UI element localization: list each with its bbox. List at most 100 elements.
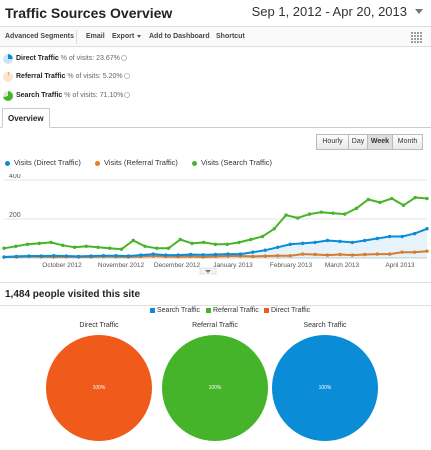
data-point[interactable] [288,242,292,247]
data-point[interactable] [64,254,68,258]
segment-referral[interactable]: Referral Traffic % of visits: 5.20% [3,70,203,84]
data-point[interactable] [190,241,194,246]
data-point[interactable] [288,253,292,258]
data-point[interactable] [387,252,392,256]
advanced-segments-button[interactable]: Advanced Segments [5,33,74,40]
data-point[interactable] [114,253,118,258]
data-point[interactable] [101,253,106,258]
data-point[interactable] [226,252,230,256]
data-point[interactable] [338,239,342,244]
data-point[interactable] [260,234,265,239]
data-point[interactable] [238,252,243,256]
data-point[interactable] [176,253,180,257]
segment-search[interactable]: Search Traffic % of visits: 71.10% [3,89,203,103]
grid-view-icon[interactable] [411,31,423,43]
visits-line-chart[interactable]: 400 200 October 2012 November 2012 December … [0,174,431,278]
data-point[interactable] [276,253,280,258]
date-range-picker[interactable]: Sep 1, 2012 - Apr 20, 2013 [251,4,407,19]
legend-item-search[interactable]: Visits (Search Traffic) [192,158,272,167]
data-point[interactable] [412,231,417,236]
data-point[interactable] [139,253,143,257]
data-point[interactable] [363,252,367,257]
email-button[interactable]: Email [86,33,105,40]
data-point[interactable] [225,242,229,247]
data-point[interactable] [155,246,159,250]
legend-item-referral[interactable]: Visits (Referral Traffic) [95,158,178,167]
data-point[interactable] [126,254,131,258]
data-point[interactable] [319,210,323,214]
data-point[interactable] [213,252,218,257]
pie-chart-search[interactable]: 100% [272,335,378,441]
data-point[interactable] [350,240,355,245]
data-point[interactable] [108,246,112,250]
data-point[interactable] [400,250,404,254]
data-point[interactable] [363,238,367,243]
week-button[interactable]: Week [367,134,393,150]
data-point[interactable] [263,254,267,258]
data-point[interactable] [263,248,267,252]
shortcut-button[interactable]: Shortcut [216,33,245,40]
add-to-dashboard-button[interactable]: Add to Dashboard [149,33,210,40]
data-point[interactable] [284,213,288,217]
data-point[interactable] [249,237,253,242]
data-point[interactable] [325,253,330,257]
month-button[interactable]: Month [392,134,423,150]
data-point[interactable] [400,234,404,239]
data-point[interactable] [178,237,182,242]
data-point[interactable] [202,240,206,245]
export-button[interactable]: Export [112,30,142,44]
data-point[interactable] [354,206,359,210]
data-point[interactable] [378,200,382,205]
data-point[interactable] [276,245,280,249]
data-point[interactable] [96,245,100,249]
data-point[interactable] [413,195,417,200]
data-point[interactable] [343,212,347,216]
pie-chart-direct[interactable]: 100% [46,335,152,441]
data-point[interactable] [331,211,335,215]
data-point[interactable] [366,197,370,202]
data-point[interactable] [76,254,81,259]
data-point[interactable] [166,246,171,250]
data-point[interactable] [89,254,93,258]
data-point[interactable] [237,240,241,245]
data-point[interactable] [425,249,429,253]
data-point[interactable] [201,253,205,257]
data-point[interactable] [307,212,312,216]
data-point[interactable] [325,238,330,243]
data-point[interactable] [300,241,305,246]
tab-overview[interactable]: Overview [2,108,50,128]
data-point[interactable] [37,241,41,246]
data-point[interactable] [213,242,218,247]
data-point[interactable] [49,240,53,245]
data-point[interactable] [251,254,255,259]
day-button[interactable]: Day [348,134,368,150]
data-point[interactable] [350,253,355,257]
data-point[interactable] [251,250,255,254]
data-point[interactable] [272,227,276,231]
data-point[interactable] [300,252,305,256]
hourly-button[interactable]: Hourly [316,134,349,150]
data-point[interactable] [338,252,342,257]
data-point[interactable] [412,250,417,254]
data-point[interactable] [296,216,300,220]
data-point[interactable] [151,252,155,256]
data-point[interactable] [72,245,77,249]
data-point[interactable] [425,196,429,201]
data-point[interactable] [164,253,168,257]
data-point[interactable] [14,244,18,248]
data-point[interactable] [401,203,406,208]
data-point[interactable] [390,196,394,201]
data-point[interactable] [14,254,19,259]
data-point[interactable] [143,244,147,248]
chevron-down-icon[interactable] [415,9,423,14]
data-point[interactable] [119,247,124,251]
data-point[interactable] [52,253,56,258]
data-point[interactable] [313,240,317,245]
data-point[interactable] [25,242,30,247]
data-point[interactable] [425,227,429,231]
data-point[interactable] [375,252,379,256]
data-point[interactable] [2,246,6,250]
data-point[interactable] [131,238,135,243]
data-point[interactable] [188,252,193,257]
segment-direct[interactable]: Direct Traffic % of visits: 23.67% [3,52,203,66]
